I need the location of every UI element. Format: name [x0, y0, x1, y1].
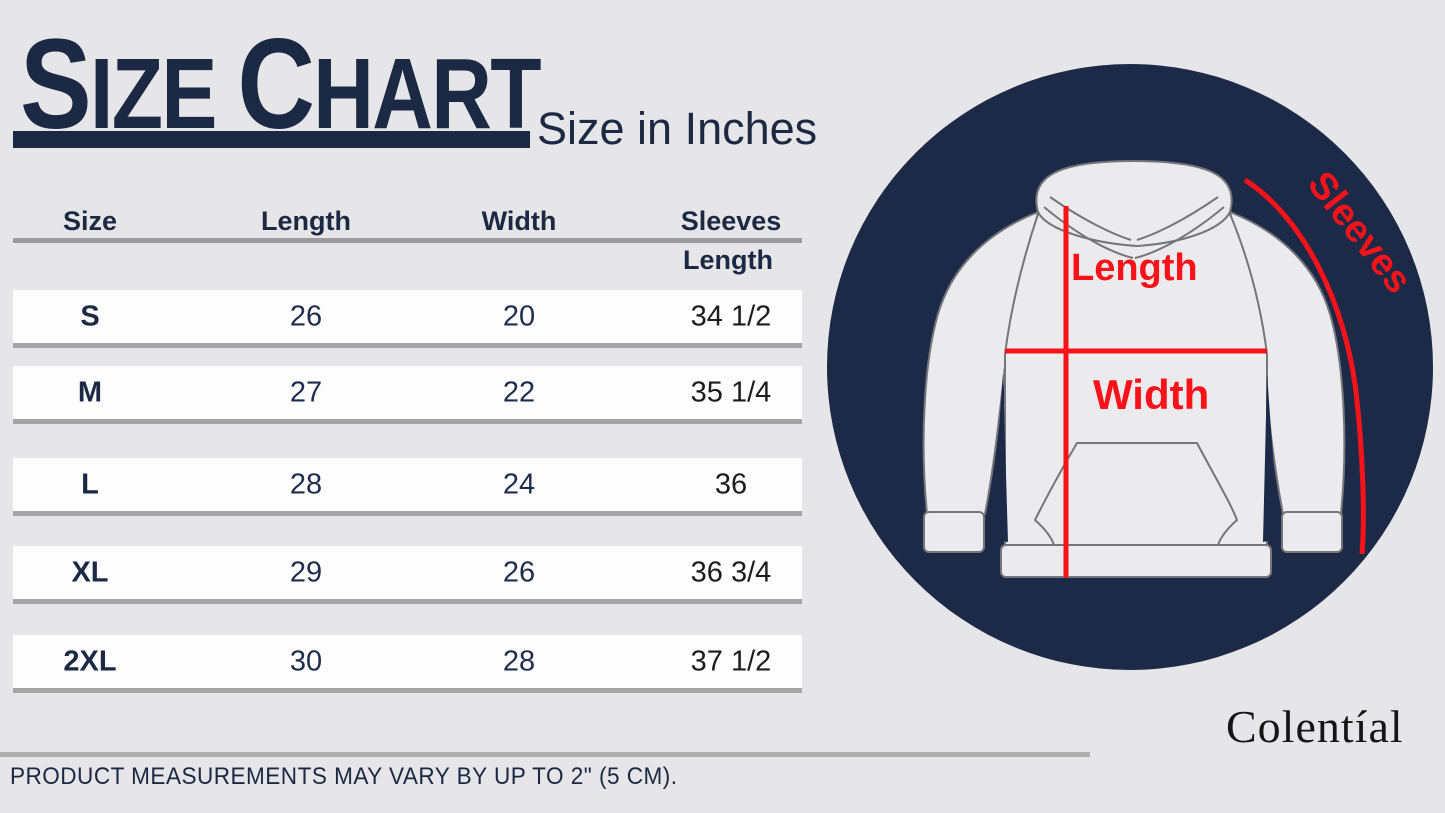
table-row: M 27 22 35 1/4: [13, 366, 802, 424]
sleeves-value: 35 1/4: [690, 376, 772, 408]
length-value: 30: [289, 645, 323, 677]
subtitle: Size in Inches: [537, 103, 818, 154]
sleeves-value: 37 1/2: [690, 645, 772, 677]
column-header-sleeves: Sleeves: [680, 206, 782, 236]
width-value: 22: [502, 376, 536, 408]
width-value: 20: [502, 300, 536, 332]
hoodie-right-cuff: [1281, 511, 1343, 553]
length-value: 29: [289, 556, 323, 588]
hoodie-hood: [1035, 160, 1233, 247]
size-value: M: [77, 376, 103, 408]
table-row: XL 29 26 36 3/4: [13, 546, 802, 604]
table-row: 2XL 30 28 37 1/2: [13, 635, 802, 693]
width-value: 24: [502, 468, 536, 500]
brand-logo: Colentíal: [1226, 701, 1404, 752]
hoodie-hem-band: [1000, 544, 1272, 578]
hoodie-left-sleeve: [922, 211, 1039, 515]
page-title: SIZE CHART: [20, 21, 542, 151]
hood-opening-lines: [1043, 196, 1225, 259]
column-header-width: Width: [481, 206, 557, 236]
title-letters: IZE: [90, 38, 238, 151]
hoodie-left-cuff: [923, 511, 985, 553]
title-letter: C: [237, 13, 315, 157]
sleeves-measure-curve: [1243, 177, 1366, 555]
measurement-disclaimer: PRODUCT MEASUREMENTS MAY VARY BY UP TO 2…: [10, 763, 678, 790]
width-value: 26: [502, 556, 536, 588]
sleeves-value: 34 1/2: [690, 300, 772, 332]
title-underline-bar: [13, 131, 530, 148]
title-letters: HART: [313, 38, 541, 151]
size-value: S: [80, 300, 100, 332]
length-label: Length: [1071, 247, 1198, 289]
column-header-size: Size: [62, 206, 118, 236]
length-value: 26: [289, 300, 323, 332]
length-value: 27: [289, 376, 323, 408]
title-letter: S: [20, 13, 92, 157]
width-label: Width: [1093, 371, 1209, 418]
footer-divider: [0, 752, 1090, 757]
column-header-sleeves-length: Length: [683, 245, 773, 275]
table-row: L 28 24 36: [13, 458, 802, 516]
sleeves-value: 36 3/4: [690, 556, 772, 588]
measurement-lines: [1005, 177, 1366, 578]
hoodie-measurement-diagram: Length Width Sleeves: [827, 64, 1433, 670]
size-value: 2XL: [63, 645, 117, 677]
width-value: 28: [502, 645, 536, 677]
size-value: L: [81, 468, 99, 500]
hoodie-underarm-gaps: [991, 374, 1279, 542]
column-header-length: Length: [261, 206, 351, 236]
size-value: XL: [71, 556, 109, 588]
length-value: 28: [289, 468, 323, 500]
table-row: S 26 20 34 1/2: [13, 290, 802, 348]
header-divider: [13, 238, 802, 243]
sleeves-value: 36: [714, 468, 748, 500]
